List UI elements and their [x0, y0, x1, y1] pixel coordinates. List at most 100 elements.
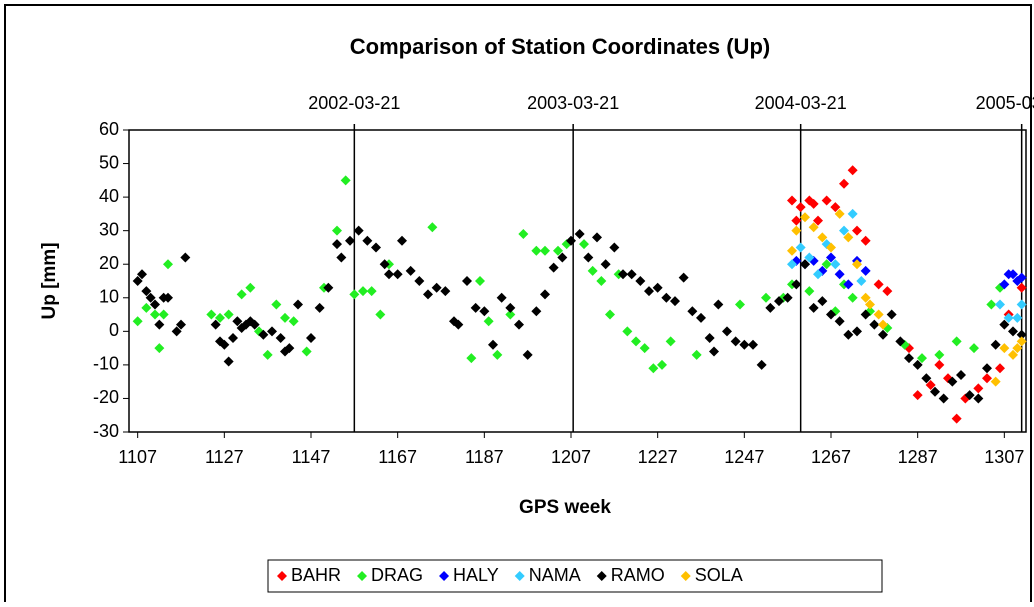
- point: [223, 356, 234, 367]
- point: [826, 242, 836, 253]
- point: [873, 279, 884, 290]
- point: [340, 175, 351, 186]
- point: [648, 363, 659, 374]
- x-tick-label: 1247: [724, 447, 764, 467]
- point: [834, 316, 845, 327]
- point: [150, 309, 160, 320]
- point: [787, 259, 797, 270]
- point: [826, 309, 836, 320]
- y-tick-label: 50: [99, 152, 119, 172]
- point: [466, 353, 477, 364]
- point: [730, 336, 741, 347]
- x-tick-label: 1287: [898, 447, 938, 467]
- point: [518, 229, 529, 240]
- point: [176, 319, 186, 330]
- point: [232, 316, 243, 327]
- point: [917, 353, 927, 364]
- x2-tick-label: 2003-03-21: [527, 93, 619, 113]
- point: [800, 212, 810, 223]
- point: [678, 272, 689, 283]
- point: [813, 215, 823, 226]
- point: [566, 235, 576, 246]
- point: [934, 349, 945, 360]
- point: [293, 299, 303, 310]
- x-axis-label: GPS week: [519, 497, 611, 518]
- point: [262, 349, 273, 360]
- point: [852, 259, 862, 270]
- point: [661, 292, 672, 303]
- legend-marker: [596, 571, 607, 581]
- point: [483, 316, 494, 327]
- point: [284, 343, 295, 354]
- point: [592, 232, 602, 243]
- point: [540, 245, 550, 256]
- point: [856, 276, 867, 286]
- point: [782, 292, 793, 303]
- point: [804, 252, 815, 263]
- point: [362, 235, 373, 246]
- x-tick-label: 1187: [465, 447, 504, 467]
- point: [791, 279, 802, 290]
- point: [453, 319, 464, 330]
- point: [947, 376, 958, 387]
- point: [462, 276, 472, 286]
- point: [739, 339, 750, 350]
- point: [258, 329, 269, 340]
- point: [618, 269, 628, 280]
- point: [925, 380, 936, 391]
- point: [267, 326, 277, 337]
- point: [349, 289, 360, 300]
- point: [141, 286, 152, 297]
- point: [847, 165, 858, 176]
- point: [748, 339, 758, 350]
- point: [314, 302, 325, 313]
- point: [787, 245, 797, 256]
- point: [657, 359, 667, 370]
- point: [215, 312, 225, 323]
- point: [735, 299, 745, 310]
- point: [791, 225, 802, 236]
- point: [583, 252, 594, 263]
- point: [995, 363, 1005, 374]
- point: [990, 339, 1001, 350]
- x-tick-label: 1127: [205, 447, 244, 467]
- point: [869, 319, 880, 330]
- point: [574, 229, 585, 240]
- point: [921, 373, 932, 384]
- point: [171, 326, 182, 337]
- x2-tick-label: 2004-03-21: [755, 93, 847, 113]
- y-tick-label: 0: [109, 320, 119, 340]
- point: [358, 286, 368, 297]
- point: [904, 353, 914, 364]
- point: [275, 333, 286, 344]
- point: [631, 336, 641, 347]
- point: [973, 393, 984, 404]
- point: [956, 369, 966, 380]
- point: [795, 202, 806, 213]
- point: [873, 309, 884, 320]
- point: [834, 269, 845, 280]
- point: [843, 279, 854, 290]
- point: [440, 286, 451, 297]
- point: [860, 292, 871, 303]
- point: [470, 302, 481, 313]
- point: [800, 259, 810, 270]
- point: [912, 359, 923, 370]
- point: [982, 363, 992, 374]
- plot-area: [128, 129, 1027, 433]
- point: [999, 343, 1010, 354]
- point: [397, 235, 407, 246]
- point: [652, 282, 663, 293]
- point: [1016, 299, 1027, 310]
- point: [336, 252, 347, 263]
- x2-tick-label: 2005-03-21: [976, 93, 1034, 113]
- point: [587, 265, 598, 276]
- point: [405, 265, 416, 276]
- point: [878, 319, 888, 330]
- point: [639, 343, 650, 354]
- point: [839, 225, 849, 236]
- point: [791, 215, 802, 226]
- point: [531, 306, 542, 317]
- x-tick-label: 1307: [984, 447, 1024, 467]
- legend-label: SOLA: [695, 565, 743, 585]
